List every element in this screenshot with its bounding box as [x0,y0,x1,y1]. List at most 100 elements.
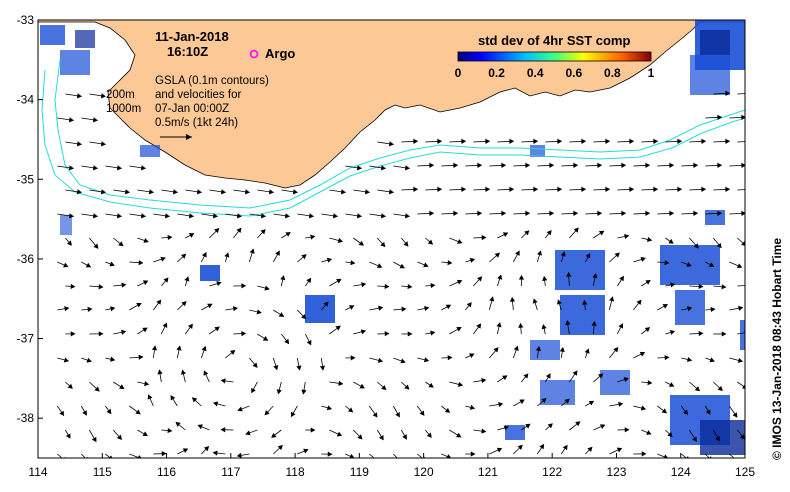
velocity-arrow-head [698,330,704,337]
velocity-arrow-head [736,263,743,269]
velocity-arrow-head [116,165,122,171]
velocity-arrow-head [340,189,346,195]
velocity-arrow-head [404,384,410,390]
velocity-arrow-head [64,306,70,312]
velocity-arrow-head [721,331,727,337]
velocity-arrow-head [381,384,387,391]
velocity-arrow-head [338,380,344,386]
velocity-arrow-head [453,210,459,216]
velocity-arrow-head [717,162,723,168]
velocity-arrow-head [398,459,402,463]
velocity-arrow-head [545,373,551,379]
velocity-arrow-head [501,162,507,168]
velocity-arrow-head [741,210,745,216]
velocity-arrow-head [404,213,410,219]
velocity-arrow-head [661,408,668,414]
colorbar-title: std dev of 4hr SST comp [478,33,630,48]
velocity-arrow-head [94,386,100,392]
velocity-arrow-head [591,320,597,326]
y-tick-label: -38 [17,411,35,425]
velocity-arrow-head [645,162,651,168]
velocity-arrow-head [419,410,425,416]
velocity-arrow-head [197,424,203,430]
velocity-arrow-head [525,423,531,429]
velocity-arrow-head [669,210,675,216]
velocity-arrow-head [356,165,362,171]
velocity-arrow-head [244,189,250,195]
colorbar-gradient [457,51,652,62]
velocity-arrow-head [533,138,539,144]
velocity-arrow-head [407,331,413,337]
velocity-arrow-head [613,347,619,353]
velocity-arrow-head [252,362,258,368]
velocity-arrow-head [93,243,99,249]
velocity-arrow-head [212,213,218,219]
velocity-arrow-head [151,345,158,351]
velocity-arrow-head [378,305,384,311]
velocity-arrow-head [533,186,539,192]
velocity-arrow-head [92,213,98,219]
velocity-arrow-head [68,165,74,171]
velocity-arrow-head [92,117,98,123]
velocity-arrow-head [86,357,92,363]
velocity-arrow-head [609,296,615,302]
velocity-arrow-head [737,357,744,363]
velocity-arrow-head [116,213,122,219]
velocity-arrow-head [284,213,290,219]
velocity-arrow-head [457,239,463,244]
velocity-arrow-head [404,165,410,171]
velocity-arrow-head [241,283,247,289]
velocity-arrow-head [319,365,326,371]
velocity-arrow-head [140,213,146,219]
velocity-arrow-head [581,186,587,192]
velocity-arrow-head [667,431,673,438]
velocity-arrow-head [456,327,462,332]
velocity-arrows [57,90,754,463]
velocity-arrow-head [212,401,219,407]
velocity-arrow-head [447,260,453,266]
velocity-arrow-head [429,162,435,168]
velocity-arrow-head [664,354,670,361]
velocity-arrow-head [592,273,598,279]
velocity-arrow-head [301,254,307,260]
velocity-arrow-head [445,304,452,310]
velocity-arrow-head [237,406,243,412]
velocity-arrow-head [496,447,503,453]
velocity-arrow-head [701,138,707,144]
velocity-arrow-head [277,444,283,451]
velocity-arrow-head [164,213,170,219]
velocity-arrow-head [693,162,699,168]
velocity-arrow-head [605,138,611,144]
velocity-arrow-head [559,346,565,353]
velocity-arrow-head [161,451,167,457]
velocity-arrow-head [203,370,209,376]
y-tick-label: -36 [17,252,35,266]
x-tick-label: 121 [478,465,498,479]
velocity-arrow-head [423,357,430,363]
sst-data-patches [40,20,745,455]
velocity-arrow-head [91,436,97,443]
velocity-arrow-head [144,381,150,387]
velocity-arrow-head [63,357,70,363]
date-label: 11-Jan-2018 [155,29,229,44]
velocity-arrow-head [715,436,720,442]
velocity-arrow-head [182,448,189,454]
velocity-arrow [737,93,745,95]
x-tick-label: 124 [671,465,691,479]
velocity-arrow-head [121,329,127,335]
velocity-arrow-head [503,425,510,431]
velocity-arrow-head [361,282,367,288]
velocity-arrow-head [518,274,525,280]
velocity-arrow-head [372,412,378,418]
velocity-arrow-head [549,210,555,216]
velocity-arrow-head [750,91,754,95]
velocity-arrow-head [332,213,338,219]
velocity-arrow-head [236,452,242,458]
velocity-arrow-head [268,189,274,195]
velocity-arrow-head [584,348,590,354]
velocity-arrow-head [618,323,624,329]
velocity-arrow-head [167,234,173,241]
x-tick-label: 115 [93,465,112,479]
velocity-arrow-head [598,373,604,379]
velocity-arrow-head [170,395,176,401]
